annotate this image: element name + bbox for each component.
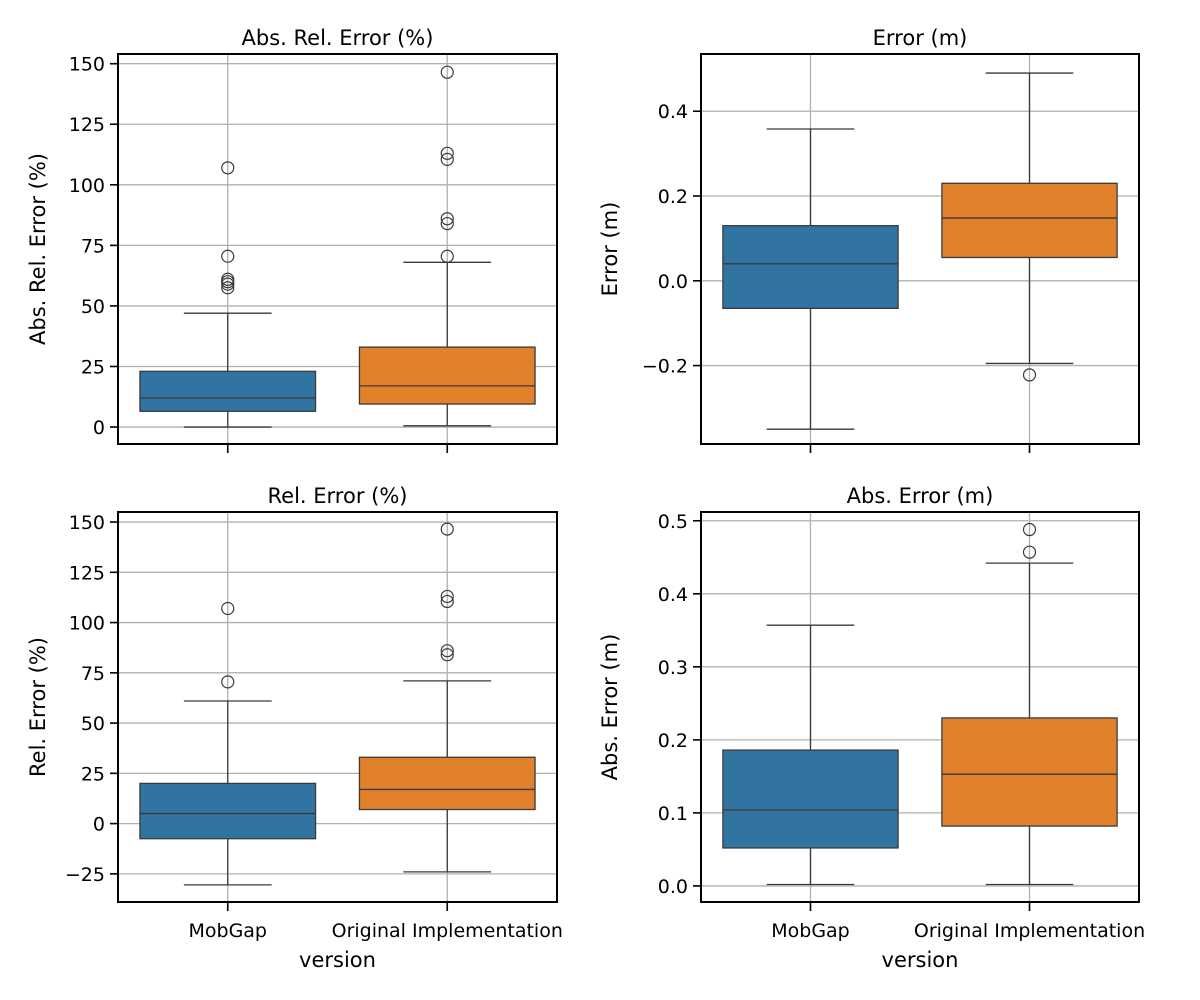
y-tick-label: 0.4 bbox=[658, 101, 688, 123]
x-axis-label: version bbox=[299, 948, 376, 972]
y-tick-label: 150 bbox=[69, 54, 105, 76]
box-original-implementation bbox=[941, 522, 1118, 886]
axes-frame bbox=[700, 53, 1140, 445]
outlier-point bbox=[1022, 522, 1037, 537]
box-iqr bbox=[358, 346, 536, 405]
outlier-point bbox=[1022, 545, 1037, 559]
outlier-point bbox=[440, 594, 454, 609]
x-tick-label: Original Implementation bbox=[914, 920, 1145, 942]
x-tick-label: MobGap bbox=[188, 920, 267, 942]
y-tick-label: 0.4 bbox=[658, 584, 688, 606]
subplot-title: Abs. Rel. Error (%) bbox=[242, 26, 434, 50]
y-tick-label: 0.2 bbox=[658, 730, 688, 752]
outlier-point bbox=[221, 161, 235, 175]
box-mobgap bbox=[722, 624, 899, 886]
y-tick-label: 0.0 bbox=[658, 271, 688, 293]
box-iqr bbox=[722, 749, 899, 849]
outlier-point bbox=[440, 216, 454, 231]
box-iqr bbox=[139, 370, 317, 412]
box-iqr bbox=[358, 756, 536, 811]
y-tick-label: 0.5 bbox=[658, 511, 688, 533]
box-iqr bbox=[941, 182, 1118, 259]
outlier-point bbox=[440, 249, 454, 263]
outlier-point bbox=[440, 644, 454, 658]
outlier-point bbox=[440, 522, 454, 536]
box-original-implementation bbox=[941, 72, 1118, 382]
y-tick-label: 75 bbox=[81, 663, 105, 685]
y-tick-label: 25 bbox=[81, 763, 105, 785]
y-tick-label: 0 bbox=[93, 814, 105, 836]
axes-frame bbox=[117, 53, 558, 445]
y-tick-label: 150 bbox=[69, 512, 105, 534]
subplot-title: Rel. Error (%) bbox=[268, 484, 408, 508]
y-tick-label: 0.0 bbox=[658, 876, 688, 898]
y-tick-label: 50 bbox=[81, 713, 105, 735]
y-tick-label: 100 bbox=[69, 613, 105, 635]
outlier-point bbox=[1022, 368, 1037, 382]
subplot-3 bbox=[110, 511, 558, 911]
subplot-title: Abs. Error (m) bbox=[847, 484, 994, 508]
y-axis-label: Abs. Rel. Error (%) bbox=[26, 153, 50, 345]
box-mobgap bbox=[139, 601, 317, 886]
outlier-point bbox=[440, 152, 454, 166]
box-iqr bbox=[139, 782, 317, 840]
axes-frame bbox=[700, 511, 1140, 903]
y-tick-label: 75 bbox=[81, 235, 105, 257]
outlier-point bbox=[221, 272, 235, 286]
y-axis-label: Rel. Error (%) bbox=[26, 637, 50, 777]
y-tick-label: 100 bbox=[69, 175, 105, 197]
outlier-point bbox=[440, 589, 454, 604]
subplot-4 bbox=[693, 511, 1140, 911]
box-original-implementation bbox=[358, 65, 536, 427]
subplot-title: Error (m) bbox=[873, 26, 968, 50]
box-iqr bbox=[941, 717, 1118, 827]
y-tick-label: 0.1 bbox=[658, 803, 688, 825]
x-tick-label: Original Implementation bbox=[332, 920, 563, 942]
y-axis-label: Abs. Error (m) bbox=[598, 634, 622, 781]
y-tick-label: 25 bbox=[81, 356, 105, 378]
y-tick-label: 50 bbox=[81, 296, 105, 318]
x-axis-label: version bbox=[882, 948, 959, 972]
outlier-point bbox=[440, 212, 454, 226]
outlier-point bbox=[440, 65, 454, 79]
box-iqr bbox=[722, 225, 899, 309]
y-tick-label: 0 bbox=[93, 417, 105, 439]
box-original-implementation bbox=[358, 522, 536, 873]
y-tick-label: 0.3 bbox=[658, 657, 688, 679]
axes-frame bbox=[117, 511, 558, 903]
y-tick-label: −25 bbox=[65, 864, 105, 886]
y-tick-label: −0.2 bbox=[642, 356, 688, 378]
y-tick-label: 0.2 bbox=[658, 186, 688, 208]
y-tick-label: 125 bbox=[69, 114, 105, 136]
box-mobgap bbox=[139, 161, 317, 428]
y-tick-label: 125 bbox=[69, 562, 105, 584]
box-mobgap bbox=[722, 128, 899, 430]
x-tick-label: MobGap bbox=[771, 920, 850, 942]
outlier-point bbox=[221, 249, 235, 263]
outlier-point bbox=[221, 601, 235, 616]
y-axis-label: Error (m) bbox=[598, 202, 622, 297]
outlier-point bbox=[440, 146, 454, 160]
outlier-point bbox=[221, 675, 235, 689]
subplot-2 bbox=[693, 53, 1140, 453]
outlier-point bbox=[221, 281, 235, 295]
subplot-1 bbox=[110, 53, 558, 453]
outlier-point bbox=[440, 648, 454, 662]
